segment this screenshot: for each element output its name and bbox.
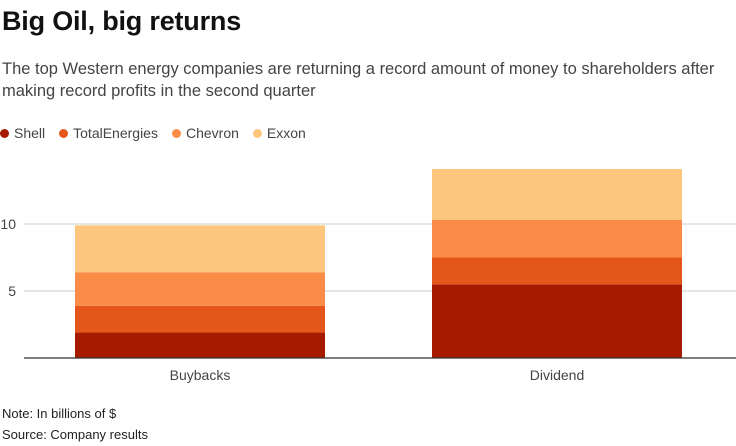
legend: Shell TotalEnergies Chevron Exxon (0, 125, 306, 141)
source-text: Source: Company results (2, 427, 148, 442)
legend-label: Chevron (185, 125, 239, 141)
chart-title: Big Oil, big returns (2, 6, 242, 36)
note-text: Note: In billions of $ (2, 406, 117, 421)
legend-item-chevron: Chevron (171, 125, 239, 141)
legend-item-exxon: Exxon (252, 125, 306, 141)
legend-swatch (59, 128, 69, 138)
chart-subtitle: The top Western energy companies are ret… (2, 60, 715, 100)
stacked-bar-chart: 5 10 Buybacks Dividend (0, 169, 736, 383)
legend-item-shell: Shell (0, 125, 45, 141)
x-tick-label: Dividend (530, 367, 584, 383)
y-tick-label: 10 (0, 216, 16, 232)
bar-segment-exxon-buybacks (75, 225, 325, 273)
x-tick-label: Buybacks (170, 367, 231, 383)
legend-item-totalenergies: TotalEnergies (59, 125, 158, 141)
legend-swatch (171, 128, 181, 138)
bar-segment-chevron-buybacks (75, 272, 325, 306)
bar-segment-shell-buybacks (75, 332, 325, 358)
legend-label: TotalEnergies (73, 125, 158, 141)
bar-segment-totalenergies-dividend (432, 257, 682, 285)
legend-label: Shell (14, 125, 46, 141)
y-tick-label: 5 (8, 283, 16, 299)
bar-segment-shell-dividend (432, 284, 682, 358)
legend-swatch (0, 128, 9, 138)
bar-segment-exxon-dividend (432, 169, 682, 220)
bar-segment-chevron-dividend (432, 219, 682, 258)
legend-label: Exxon (266, 125, 306, 141)
legend-swatch (252, 128, 262, 138)
bar-segment-totalenergies-buybacks (75, 305, 325, 333)
